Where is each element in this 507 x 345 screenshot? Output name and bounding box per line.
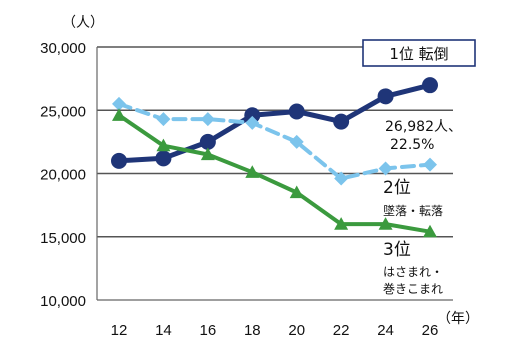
y-tick-label: 10,000 <box>40 293 86 310</box>
rank1-percent-label: 22.5% <box>390 137 434 153</box>
data-point <box>200 112 215 127</box>
x-axis-unit: （年） <box>437 311 479 327</box>
data-point <box>423 157 437 172</box>
data-point <box>334 217 349 230</box>
data-point <box>200 147 215 161</box>
data-point <box>245 115 260 130</box>
data-point <box>288 103 305 120</box>
y-tick-labels: 10,000 15,000 20,000 25,000 30,000 <box>40 40 86 310</box>
data-point <box>112 96 126 111</box>
series-group <box>111 77 438 238</box>
data-point <box>289 185 304 199</box>
x-tick-label: 12 <box>111 322 128 339</box>
y-tick-label: 30,000 <box>40 40 86 57</box>
data-point <box>112 108 126 121</box>
rank2-description: 墜落・転落 <box>383 203 443 218</box>
x-tick-label: 16 <box>200 322 217 339</box>
data-point <box>378 217 393 230</box>
data-point <box>111 152 127 169</box>
x-tick-label: 18 <box>244 322 261 339</box>
data-point <box>289 134 304 149</box>
x-tick-label: 26 <box>422 322 439 339</box>
x-tick-label: 14 <box>155 322 172 339</box>
data-point <box>334 171 349 186</box>
data-point <box>333 113 350 130</box>
data-point <box>244 107 261 124</box>
data-point <box>156 112 171 127</box>
y-tick-label: 25,000 <box>40 103 86 120</box>
rank1-label-box <box>362 39 476 67</box>
rank1-label: 1位 転倒 <box>389 45 448 63</box>
data-point <box>245 165 260 178</box>
rank1-value-label: 26,982人、 <box>385 119 462 135</box>
rank3-label: 3位 <box>383 240 411 260</box>
series-line <box>117 101 432 181</box>
x-tick-labels: 12 14 16 18 20 22 24 26 <box>111 322 439 339</box>
y-tick-label: 15,000 <box>40 230 86 247</box>
data-point <box>156 138 171 152</box>
x-tick-label: 22 <box>333 322 350 339</box>
rank3-description-line1: はさまれ・ <box>383 265 443 279</box>
data-point <box>422 77 438 94</box>
x-tick-label: 24 <box>377 322 394 339</box>
data-point <box>423 224 437 238</box>
rank2-label: 2位 <box>383 178 411 198</box>
rank3-description-line2: 巻きこまれ <box>383 282 443 296</box>
data-point <box>377 88 394 105</box>
data-point <box>155 150 172 167</box>
data-point <box>199 133 216 150</box>
x-tick-label: 20 <box>288 322 305 339</box>
y-tick-label: 20,000 <box>40 167 86 184</box>
data-point <box>378 161 393 176</box>
axes <box>96 47 453 301</box>
y-axis-unit: （人） <box>62 15 104 31</box>
series-line <box>117 113 432 234</box>
